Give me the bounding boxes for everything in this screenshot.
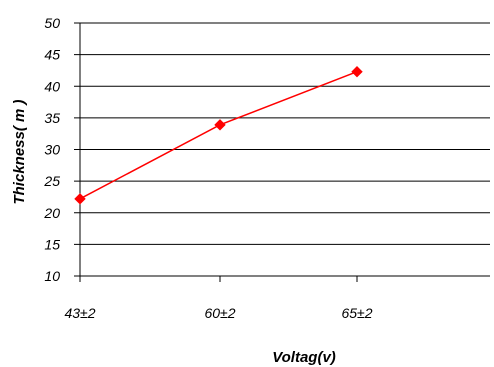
y-tick-label: 40 <box>44 78 60 94</box>
x-axis-title: Voltag(v) <box>272 349 336 366</box>
y-tick-label: 25 <box>43 173 60 189</box>
series-group <box>74 65 363 205</box>
data-point <box>351 65 363 78</box>
x-tick-label: 65±2 <box>341 305 372 321</box>
data-point <box>214 119 226 131</box>
y-tick-label: 10 <box>44 268 60 284</box>
y-tick-label: 50 <box>44 15 60 31</box>
y-axis-title: Thickness( m ) <box>11 99 28 204</box>
y-tick-label: 20 <box>43 205 60 221</box>
y-tick-label: 35 <box>44 110 60 126</box>
x-tick-label: 60±2 <box>204 305 235 321</box>
y-tick-labels: 10 15 20 25 30 35 40 45 50 <box>43 15 60 284</box>
series-line <box>79 71 358 200</box>
x-tick-labels: 43±2 60±2 65±2 <box>64 305 372 321</box>
y-tick-label: 15 <box>44 236 60 252</box>
data-point <box>74 193 86 205</box>
x-tick-label: 43±2 <box>64 305 95 321</box>
y-tick-label: 30 <box>44 142 60 158</box>
y-tick-label: 45 <box>44 47 60 63</box>
grid-lines <box>74 22 490 282</box>
